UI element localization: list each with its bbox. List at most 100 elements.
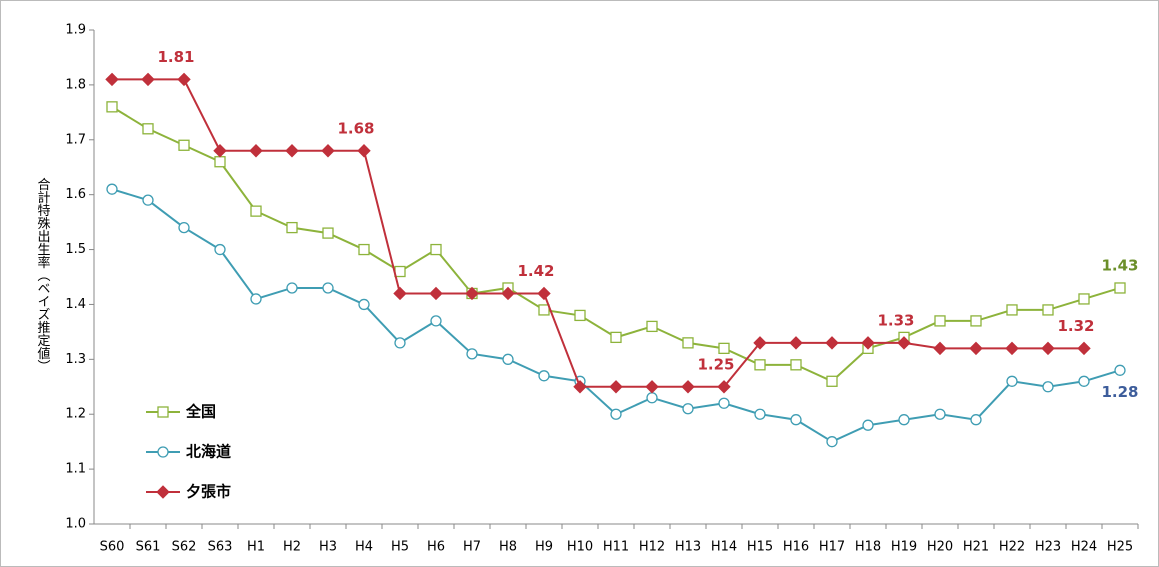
point (322, 227, 334, 239)
x-tick-label: H2 (283, 540, 301, 555)
point (790, 414, 802, 426)
x-tick-label: H11 (603, 540, 629, 555)
point (538, 370, 550, 382)
x-tick-label: S63 (208, 540, 233, 555)
point (178, 139, 190, 151)
point (465, 286, 479, 301)
data-label: 1.28 (1101, 383, 1138, 401)
point (610, 408, 622, 420)
point (681, 380, 695, 394)
point (250, 205, 262, 217)
point (1006, 304, 1018, 316)
point (718, 397, 730, 409)
x-tick-label: H13 (675, 540, 701, 555)
y-axis-label: 合計特殊出生率（ベイズ推定値） (35, 178, 51, 373)
point (645, 380, 659, 394)
point (286, 221, 298, 234)
x-tick-label: H22 (999, 540, 1025, 555)
y-tick-label: 1.9 (65, 23, 86, 38)
point (285, 144, 299, 158)
point (754, 408, 766, 420)
point (646, 392, 658, 404)
point (250, 293, 262, 305)
point (970, 315, 982, 327)
series-line (112, 78, 1084, 388)
x-tick-label: H12 (639, 540, 665, 555)
x-tick-label: H7 (463, 540, 481, 555)
point (321, 144, 335, 158)
point (106, 183, 118, 195)
point (826, 375, 838, 387)
point (141, 72, 155, 87)
x-tick-label: H10 (567, 540, 593, 555)
x-tick-label: H9 (535, 540, 553, 555)
point (394, 265, 406, 278)
x-tick-label: S60 (100, 540, 125, 555)
data-label: 1.32 (1057, 317, 1094, 335)
x-tick-label: H3 (319, 540, 337, 555)
point (214, 243, 226, 256)
point (357, 144, 371, 158)
point (393, 286, 407, 301)
point (825, 336, 839, 350)
y-tick-label: 1.1 (65, 462, 86, 477)
x-tick-label: H15 (747, 540, 773, 555)
point (177, 72, 191, 87)
point (358, 298, 370, 311)
data-label: 1.81 (157, 48, 194, 66)
point (897, 336, 911, 350)
point (609, 380, 623, 394)
point (249, 144, 263, 158)
point (574, 309, 586, 322)
data-label: 1.25 (697, 355, 734, 373)
point (213, 144, 227, 158)
x-tick-label: H8 (499, 540, 517, 555)
legend-label: 夕張市 (186, 483, 231, 501)
x-tick-label: H5 (391, 540, 409, 555)
legend-marker (156, 485, 170, 499)
point (466, 348, 478, 360)
point (1005, 341, 1019, 356)
point (502, 353, 514, 365)
data-label: 1.68 (337, 119, 374, 137)
y-tick-label: 1.4 (65, 297, 86, 312)
x-tick-label: H17 (819, 540, 845, 555)
x-tick-label: S62 (172, 540, 197, 555)
x-tick-label: H14 (711, 540, 737, 555)
point (790, 359, 802, 371)
point (934, 315, 946, 327)
point (754, 359, 766, 371)
point (646, 320, 658, 333)
point (898, 414, 910, 426)
point (717, 380, 731, 394)
point (862, 419, 874, 431)
y-tick-label: 1.0 (65, 517, 86, 532)
point (682, 403, 694, 415)
point (1006, 375, 1018, 387)
point (1077, 341, 1091, 356)
point (682, 337, 694, 349)
point (1078, 375, 1090, 387)
point (933, 341, 947, 356)
x-tick-label: H24 (1071, 540, 1097, 555)
point (105, 72, 119, 87)
point (789, 336, 803, 350)
point (322, 282, 334, 294)
x-tick-label: H23 (1035, 540, 1061, 555)
point (1078, 293, 1090, 305)
data-label: 1.33 (877, 311, 914, 329)
y-tick-label: 1.8 (65, 77, 86, 92)
point (142, 123, 154, 135)
point (537, 286, 551, 301)
point (214, 156, 226, 168)
point (573, 380, 587, 394)
point (969, 341, 983, 356)
point (429, 286, 443, 301)
x-tick-label: H1 (247, 540, 265, 555)
point (430, 243, 442, 256)
data-label: 1.43 (1101, 256, 1138, 274)
x-tick-label: S61 (136, 540, 161, 555)
point (1114, 282, 1126, 294)
